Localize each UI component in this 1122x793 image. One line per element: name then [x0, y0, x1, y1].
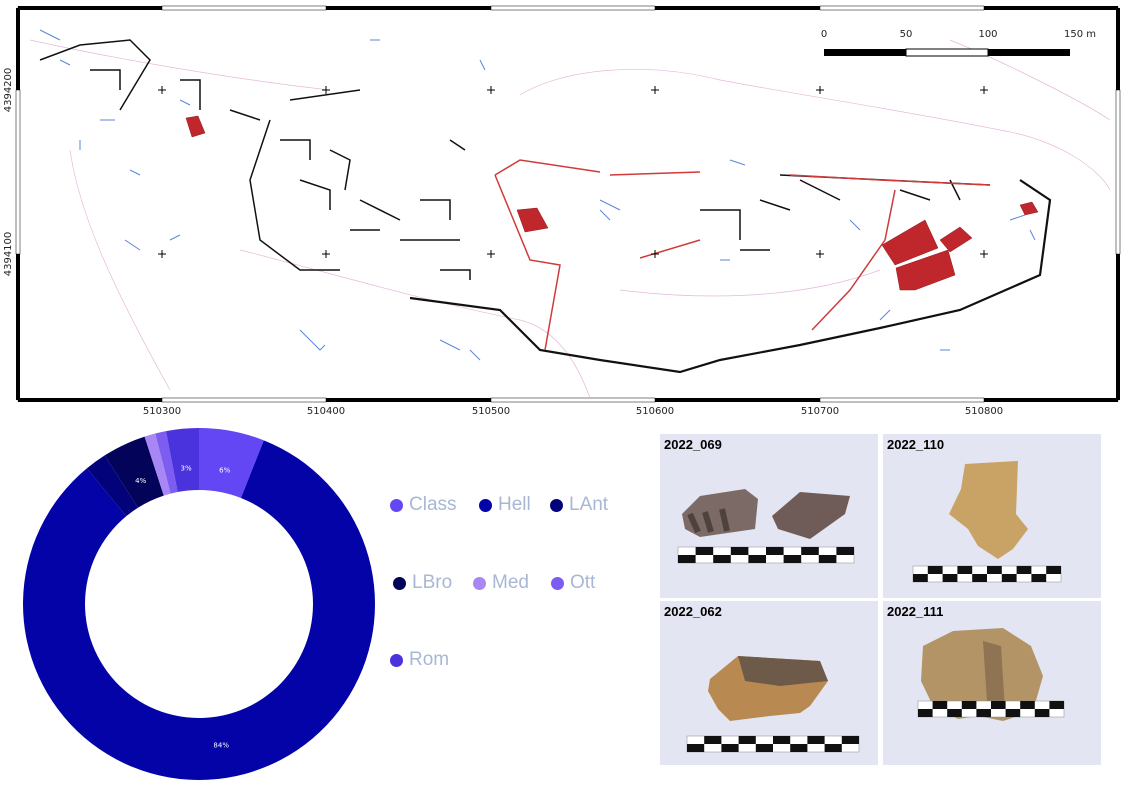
photo-2022-111: 2022_111 [883, 601, 1101, 765]
photo-2022-069: 2022_069 [660, 434, 878, 598]
donut-slice-hell[interactable] [23, 440, 376, 780]
photo-label: 2022_111 [887, 604, 944, 619]
legend-item-lant[interactable]: LAnt [550, 494, 608, 516]
legend-item-med[interactable]: Med [473, 572, 529, 594]
sherd-image [912, 461, 1062, 583]
excavation-areas [185, 115, 1039, 291]
legend-dot [393, 576, 406, 590]
data-label-hell: 84% [213, 741, 229, 749]
legend-label: LAnt [569, 494, 609, 515]
scale-label-150: 150 m [1064, 29, 1096, 40]
scale-ruler [917, 700, 1065, 718]
scale-label-0: 0 [821, 29, 827, 40]
sherd-image [917, 628, 1065, 721]
photo-label: 2022_069 [664, 437, 722, 452]
grid-cross [158, 86, 166, 94]
scale-ruler [912, 565, 1062, 583]
legend-item-lbro[interactable]: LBro [393, 572, 452, 594]
donut-slice-rom[interactable] [166, 428, 199, 493]
grid-cross [816, 250, 824, 258]
legend-label: Med [492, 572, 529, 593]
wall-features-red [494, 159, 991, 351]
y-tick-label: 4394100 [3, 232, 14, 277]
grid-cross [816, 86, 824, 94]
grid-cross [487, 250, 495, 258]
site-plan-map: 0 50 100 150 m 510300 510400 510500 5106… [3, 5, 1121, 417]
legend-label: LBro [412, 572, 453, 593]
legend-dot [473, 576, 486, 590]
wall-features-black [39, 39, 1052, 374]
y-tick-label: 4394200 [3, 68, 14, 113]
grid-cross [980, 86, 988, 94]
photo-2022-110: 2022_110 [883, 434, 1101, 598]
contour-lines [29, 39, 1111, 399]
donut-slice-class[interactable] [199, 428, 264, 499]
legend-label: Hell [498, 494, 531, 515]
legend-dot [390, 498, 403, 512]
x-tick-label: 510600 [636, 406, 674, 417]
x-tick-label: 510800 [965, 406, 1003, 417]
photo-label: 2022_110 [887, 437, 945, 452]
grid-cross [651, 250, 659, 258]
photo-label: 2022_062 [664, 604, 722, 619]
scale-bar: 0 50 100 150 m [821, 29, 1096, 57]
legend-item-ott[interactable]: Ott [551, 572, 597, 594]
legend-dot [479, 498, 492, 512]
x-tick-label: 510700 [801, 406, 839, 417]
scale-label-50: 50 [900, 29, 913, 40]
sherd-image [677, 489, 855, 564]
scale-ruler [677, 546, 855, 564]
sherd-image [686, 656, 860, 753]
data-label-class: 6% [219, 466, 230, 474]
x-axis-labels: 510300 510400 510500 510600 510700 51080… [143, 406, 1003, 417]
grid-crosses [158, 86, 988, 258]
photo-2022-062: 2022_062 [660, 601, 878, 765]
x-tick-label: 510300 [143, 406, 181, 417]
legend-item-rom[interactable]: Rom [390, 649, 449, 671]
scale-ruler [686, 735, 860, 753]
grid-cross [980, 250, 988, 258]
grid-cross [158, 250, 166, 258]
legend-item-class[interactable]: Class [390, 494, 457, 516]
period-donut-chart: 6% 84% 4% 3% [23, 428, 376, 780]
legend-label: Rom [409, 649, 450, 670]
grid-cross [322, 86, 330, 94]
legend-dot [390, 653, 403, 667]
grid-cross [487, 86, 495, 94]
donut-slice-ott[interactable] [155, 431, 178, 494]
y-axis-labels: 4394200 4394100 [3, 68, 14, 277]
scale-label-100: 100 [978, 29, 997, 40]
wall-features-blue [39, 29, 1036, 361]
legend-label: Ott [570, 572, 596, 593]
data-label-rom: 3% [181, 465, 192, 473]
donut-slice-med[interactable] [144, 433, 171, 496]
x-tick-label: 510400 [307, 406, 345, 417]
donut-slice-lant[interactable] [86, 455, 138, 517]
grid-cross [322, 250, 330, 258]
grid-cross [651, 86, 659, 94]
legend-label: Class [409, 494, 457, 515]
map-frame-border [15, 5, 1121, 403]
data-label-lbro: 4% [135, 477, 146, 485]
legend-dot [550, 498, 563, 512]
legend-item-hell[interactable]: Hell [479, 494, 531, 516]
donut-slice-lbro[interactable] [104, 436, 164, 508]
x-tick-label: 510500 [472, 406, 510, 417]
legend-dot [551, 576, 564, 590]
